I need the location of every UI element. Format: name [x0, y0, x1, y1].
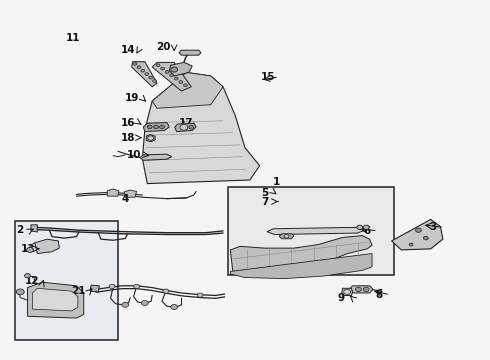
Polygon shape [152, 62, 191, 91]
Text: 6: 6 [364, 226, 371, 236]
Polygon shape [90, 285, 99, 292]
Polygon shape [342, 288, 352, 296]
Text: 1: 1 [273, 177, 280, 187]
Text: 15: 15 [261, 72, 276, 82]
Polygon shape [140, 154, 172, 160]
Circle shape [149, 76, 153, 79]
Polygon shape [35, 239, 59, 253]
Circle shape [363, 225, 369, 229]
Text: 20: 20 [156, 42, 171, 51]
Circle shape [147, 125, 152, 129]
Polygon shape [147, 134, 155, 141]
Polygon shape [144, 123, 169, 132]
Circle shape [122, 302, 129, 307]
Text: 3: 3 [430, 222, 437, 232]
Circle shape [355, 287, 361, 292]
Polygon shape [132, 62, 157, 87]
Text: 5: 5 [261, 188, 268, 198]
Circle shape [154, 125, 159, 129]
Text: 14: 14 [121, 45, 135, 55]
Circle shape [145, 73, 149, 76]
Text: 19: 19 [124, 93, 139, 103]
Text: 18: 18 [121, 133, 135, 143]
Circle shape [153, 80, 157, 82]
Text: 13: 13 [20, 244, 35, 254]
Polygon shape [107, 189, 119, 196]
Circle shape [141, 69, 145, 72]
Circle shape [16, 289, 24, 295]
Bar [228, 187, 394, 275]
Circle shape [170, 74, 173, 77]
Text: 10: 10 [126, 150, 141, 160]
Polygon shape [267, 227, 365, 234]
Circle shape [163, 289, 169, 293]
Polygon shape [124, 190, 137, 197]
Circle shape [165, 71, 169, 73]
Circle shape [142, 301, 148, 306]
Text: 8: 8 [376, 290, 383, 300]
Circle shape [343, 289, 350, 294]
Text: 16: 16 [121, 118, 135, 128]
Polygon shape [169, 62, 192, 76]
Circle shape [159, 125, 164, 129]
Circle shape [137, 66, 141, 69]
Text: 17: 17 [179, 118, 194, 128]
Polygon shape [174, 123, 196, 132]
Text: 7: 7 [261, 197, 268, 207]
Polygon shape [179, 50, 201, 55]
Polygon shape [230, 235, 372, 273]
Circle shape [357, 225, 363, 229]
Circle shape [284, 234, 289, 238]
Polygon shape [279, 234, 294, 239]
Polygon shape [230, 253, 372, 279]
Circle shape [156, 64, 160, 67]
Circle shape [363, 287, 369, 292]
Polygon shape [152, 72, 223, 108]
Circle shape [183, 84, 187, 87]
Circle shape [171, 67, 177, 72]
Polygon shape [31, 225, 37, 232]
Polygon shape [143, 72, 260, 184]
Circle shape [26, 247, 33, 252]
Circle shape [109, 284, 115, 289]
Circle shape [179, 81, 183, 84]
Text: 21: 21 [72, 286, 86, 296]
Polygon shape [392, 220, 443, 250]
Circle shape [423, 236, 428, 240]
Circle shape [171, 305, 177, 310]
Bar [15, 221, 118, 339]
Text: 9: 9 [338, 293, 345, 303]
Circle shape [416, 228, 421, 232]
Text: 11: 11 [66, 33, 80, 43]
Polygon shape [27, 282, 84, 318]
Text: 12: 12 [25, 276, 40, 286]
Circle shape [148, 136, 154, 140]
Circle shape [174, 77, 178, 80]
Circle shape [189, 126, 194, 129]
Text: 2: 2 [17, 225, 24, 235]
Text: 4: 4 [122, 194, 129, 204]
Circle shape [161, 67, 165, 70]
Polygon shape [349, 286, 373, 293]
Circle shape [197, 293, 203, 297]
Polygon shape [32, 288, 78, 311]
Circle shape [409, 243, 413, 246]
Circle shape [134, 284, 140, 289]
Circle shape [180, 125, 188, 130]
Circle shape [133, 62, 137, 65]
Circle shape [24, 274, 30, 278]
